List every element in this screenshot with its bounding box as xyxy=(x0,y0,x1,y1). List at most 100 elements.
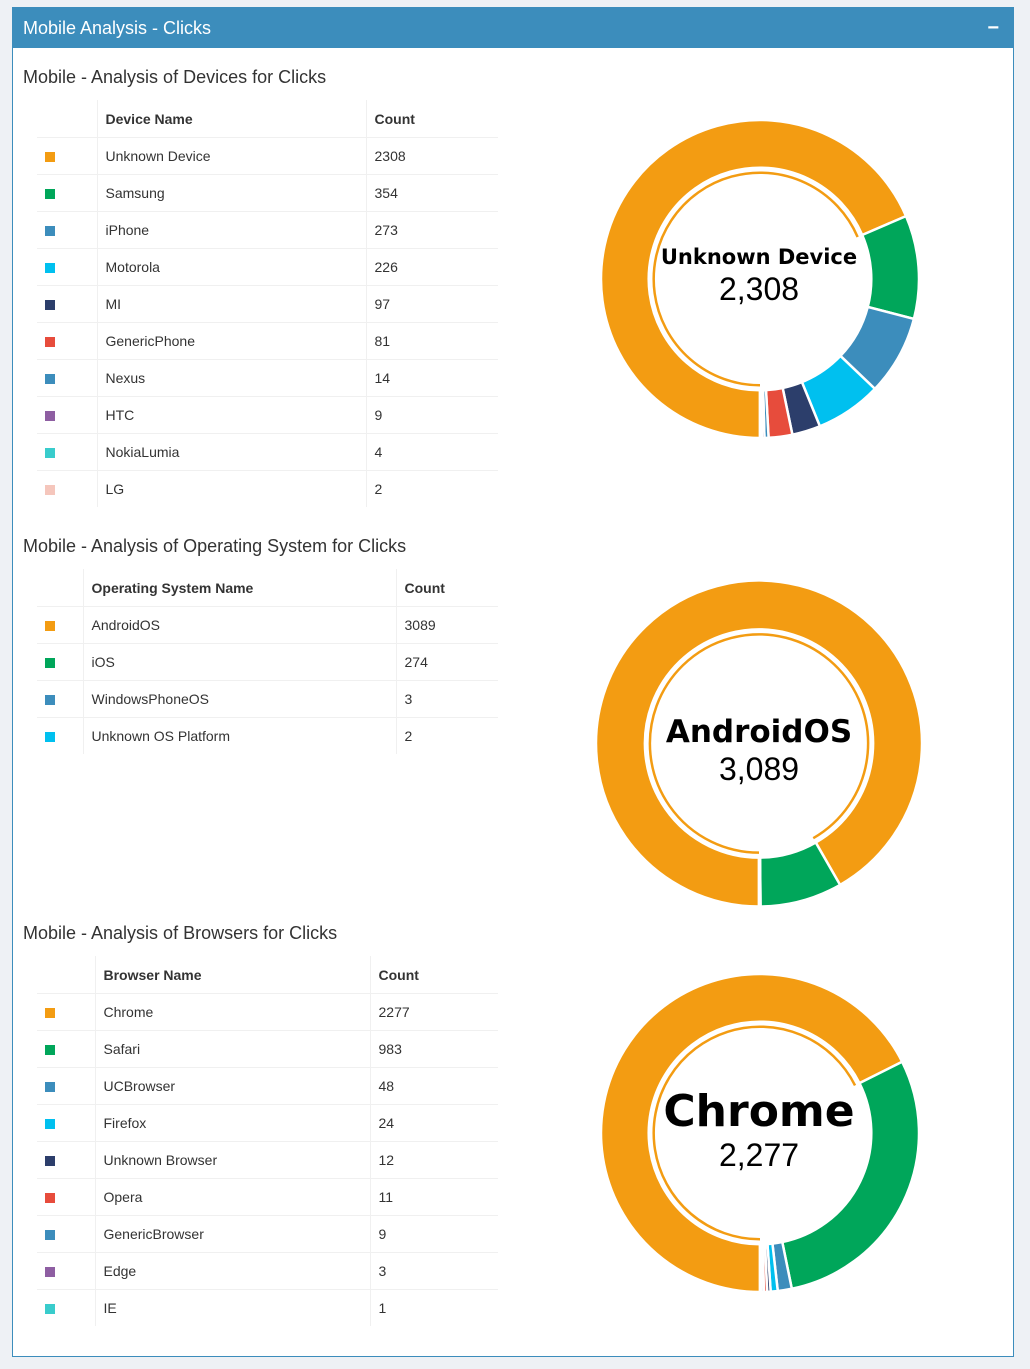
color-swatch-icon xyxy=(45,152,55,163)
section-title: Mobile - Analysis of Devices for Clicks xyxy=(23,67,327,87)
color-swatch-icon xyxy=(45,1008,55,1019)
donut-center-value: 2,308 xyxy=(719,271,799,307)
os-section: Mobile - Analysis of Operating System fo… xyxy=(13,536,1013,908)
swatch-cell xyxy=(37,396,98,434)
row-name: Unknown OS Platform xyxy=(83,717,397,754)
row-count: 983 xyxy=(370,1030,498,1068)
panel-header: Mobile Analysis - Clicks − xyxy=(13,8,1013,48)
table-row: LG 2 xyxy=(37,470,498,507)
row-count: 9 xyxy=(370,1215,498,1253)
row-count: 274 xyxy=(396,643,498,681)
row-name: Edge xyxy=(95,1252,371,1290)
row-count: 2 xyxy=(396,717,498,754)
section-title: Mobile - Analysis of Operating System fo… xyxy=(23,536,407,556)
name-column-header: Browser Name xyxy=(95,956,371,994)
table-row: MI 97 xyxy=(37,285,498,323)
row-count: 1 xyxy=(370,1289,498,1326)
swatch-header xyxy=(37,569,84,607)
table-row: UCBrowser 48 xyxy=(37,1067,498,1105)
count-column-header: Count xyxy=(396,569,498,607)
donut-center-value: 3,089 xyxy=(719,751,799,787)
panel-title: Mobile Analysis - Clicks xyxy=(23,17,212,38)
donut-slice[interactable] xyxy=(599,972,904,1294)
swatch-cell xyxy=(37,1030,96,1068)
row-count: 48 xyxy=(370,1067,498,1105)
row-count: 3 xyxy=(396,680,498,718)
row-name: LG xyxy=(97,470,367,507)
donut-slice[interactable] xyxy=(758,389,762,440)
devices-table: Device Name Count Unknown Device 2308 Sams… xyxy=(37,100,498,507)
row-count: 2308 xyxy=(366,137,498,175)
count-column-header: Count xyxy=(370,956,498,994)
color-swatch-icon xyxy=(45,448,55,459)
row-name: iOS xyxy=(83,643,397,681)
color-swatch-icon xyxy=(45,658,55,669)
color-swatch-icon xyxy=(45,411,55,422)
donut-slice[interactable] xyxy=(860,214,921,321)
table-row: Unknown Browser 12 xyxy=(37,1141,498,1179)
row-name: HTC xyxy=(97,396,367,434)
swatch-cell xyxy=(37,1252,96,1290)
swatch-header xyxy=(37,100,98,138)
name-column-header: Operating System Name xyxy=(83,569,397,607)
table-row: Unknown OS Platform 2 xyxy=(37,717,498,754)
row-name: Opera xyxy=(95,1178,371,1216)
table-row: Opera 11 xyxy=(37,1178,498,1216)
swatch-cell xyxy=(37,470,98,507)
swatch-cell xyxy=(37,993,96,1031)
row-name: Firefox xyxy=(95,1104,371,1142)
color-swatch-icon xyxy=(45,1193,55,1204)
row-count: 97 xyxy=(366,285,498,323)
donut-slice[interactable] xyxy=(594,579,924,908)
color-swatch-icon xyxy=(45,189,55,200)
count-column-header: Count xyxy=(366,100,498,138)
donut-slice[interactable] xyxy=(757,856,761,908)
row-count: 3 xyxy=(370,1252,498,1290)
row-name: Motorola xyxy=(97,248,367,286)
row-count: 273 xyxy=(366,211,498,249)
color-swatch-icon xyxy=(45,621,55,632)
name-column-header: Device Name xyxy=(97,100,367,138)
donut-center-value: 2,277 xyxy=(719,1137,799,1173)
swatch-cell xyxy=(37,1141,96,1179)
swatch-cell xyxy=(37,1289,96,1326)
table-header-row: Operating System Name Count xyxy=(37,569,498,607)
donut-center-name: AndroidOS xyxy=(666,714,852,750)
table-header-row: Browser Name Count xyxy=(37,956,498,994)
row-count: 226 xyxy=(366,248,498,286)
color-swatch-icon xyxy=(45,732,55,743)
swatch-cell xyxy=(37,606,84,644)
color-swatch-icon xyxy=(45,1156,55,1167)
row-count: 2 xyxy=(366,470,498,507)
swatch-cell xyxy=(37,717,84,754)
swatch-cell xyxy=(37,643,84,681)
donut-highlight-ring xyxy=(648,633,870,854)
table-row: Nexus 14 xyxy=(37,359,498,397)
row-name: GenericPhone xyxy=(97,322,367,360)
collapse-button[interactable]: − xyxy=(987,17,999,39)
row-name: GenericBrowser xyxy=(95,1215,371,1253)
row-name: AndroidOS xyxy=(83,606,397,644)
table-row: Safari 983 xyxy=(37,1030,498,1068)
table-row: Edge 3 xyxy=(37,1252,498,1290)
color-swatch-icon xyxy=(45,1045,55,1056)
row-count: 12 xyxy=(370,1141,498,1179)
table-row: iPhone 273 xyxy=(37,211,498,249)
donut-center-name: Unknown Device xyxy=(661,245,857,269)
table-row: iOS 274 xyxy=(37,643,498,681)
browsers-section: Mobile - Analysis of Browsers for Clicks… xyxy=(13,923,1013,1353)
donut-highlight-ring xyxy=(652,1025,857,1241)
color-swatch-icon xyxy=(45,374,55,385)
color-swatch-icon xyxy=(45,1267,55,1278)
color-swatch-icon xyxy=(45,226,55,237)
os-donut-chart: AndroidOS 3,089 xyxy=(594,579,924,908)
table-row: Chrome 2277 xyxy=(37,993,498,1031)
row-name: IE xyxy=(95,1289,371,1326)
row-name: Samsung xyxy=(97,174,367,212)
swatch-cell xyxy=(37,359,98,397)
donut-slice[interactable] xyxy=(599,118,908,440)
table-row: GenericBrowser 9 xyxy=(37,1215,498,1253)
swatch-cell xyxy=(37,1104,96,1142)
row-name: Nexus xyxy=(97,359,367,397)
row-count: 3089 xyxy=(396,606,498,644)
